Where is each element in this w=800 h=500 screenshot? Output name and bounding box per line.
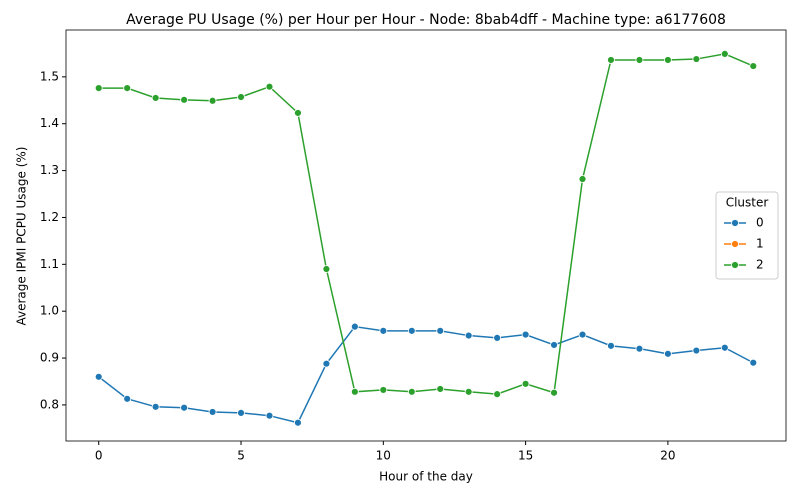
chart-title: Average PU Usage (%) per Hour per Hour -… [126,12,726,28]
data-point [379,326,388,335]
legend-title: Cluster [726,196,769,210]
data-point [550,341,558,349]
data-point [180,403,189,412]
series-line [98,53,754,395]
data-point [436,385,445,393]
x-tick-label: 20 [660,449,675,463]
data-point [208,96,217,105]
y-tick-label: 0.8 [40,397,59,411]
data-point [464,331,473,340]
data-point [692,346,701,355]
data-point [322,359,331,368]
y-tick-label: 1.2 [40,210,59,224]
y-tick-label: 1.1 [40,257,59,271]
data-point [521,330,530,339]
data-point [578,175,587,183]
data-point [407,326,416,335]
data-point [578,330,587,339]
data-point [749,62,758,70]
data-point [692,55,701,63]
x-tick-label: 0 [95,449,103,463]
data-point [493,333,502,342]
y-tick-label: 0.9 [40,351,59,365]
data-point [379,386,388,394]
y-tick-label: 1.3 [40,163,59,177]
data-point [350,322,359,331]
data-point [663,349,672,358]
data-point [521,379,530,388]
data-point [94,372,103,381]
data-point [550,388,558,397]
data-point [151,402,160,411]
data-point [265,411,274,420]
series-line [98,325,754,424]
data-point [720,50,729,58]
data-point [749,358,758,367]
legend: Cluster 0 1 2 [715,191,779,280]
legend-swatch-marker [731,240,739,248]
data-point [265,82,274,91]
data-point [94,84,103,93]
legend-label: 1 [756,237,764,251]
data-point [663,56,672,64]
legend-label: 2 [756,258,764,272]
data-point [237,93,245,101]
data-point [436,326,445,335]
data-point [294,109,302,117]
data-point [180,95,189,104]
data-point [493,390,502,399]
data-point [322,265,331,273]
x-tick-label: 10 [376,449,391,463]
legend-swatch-marker [731,261,739,269]
data-point [464,387,473,396]
x-tick-label: 15 [518,449,533,463]
legend-swatch-marker [731,219,739,227]
data-point [720,343,729,352]
data-point [607,56,615,64]
data-point [123,394,132,403]
data-point [635,56,644,64]
legend-label: 0 [756,216,764,230]
y-tick-label: 1.4 [40,116,59,130]
y-tick-label: 1.5 [40,69,59,83]
y-tick-label: 1.0 [40,304,59,318]
data-point [294,418,302,427]
data-point [350,387,359,396]
data-point [407,387,416,396]
y-axis-label: Average IPMI PCPU Usage (%) [15,147,29,326]
data-point [237,408,245,417]
data-point [151,94,160,102]
legend-box [715,191,779,280]
plot-frame [65,29,787,442]
data-point [208,408,217,416]
data-point [607,341,615,350]
x-tick-label: 5 [237,449,245,463]
data-point [123,84,132,93]
data-point [635,344,644,353]
x-axis-label: Hour of the day [379,470,473,484]
